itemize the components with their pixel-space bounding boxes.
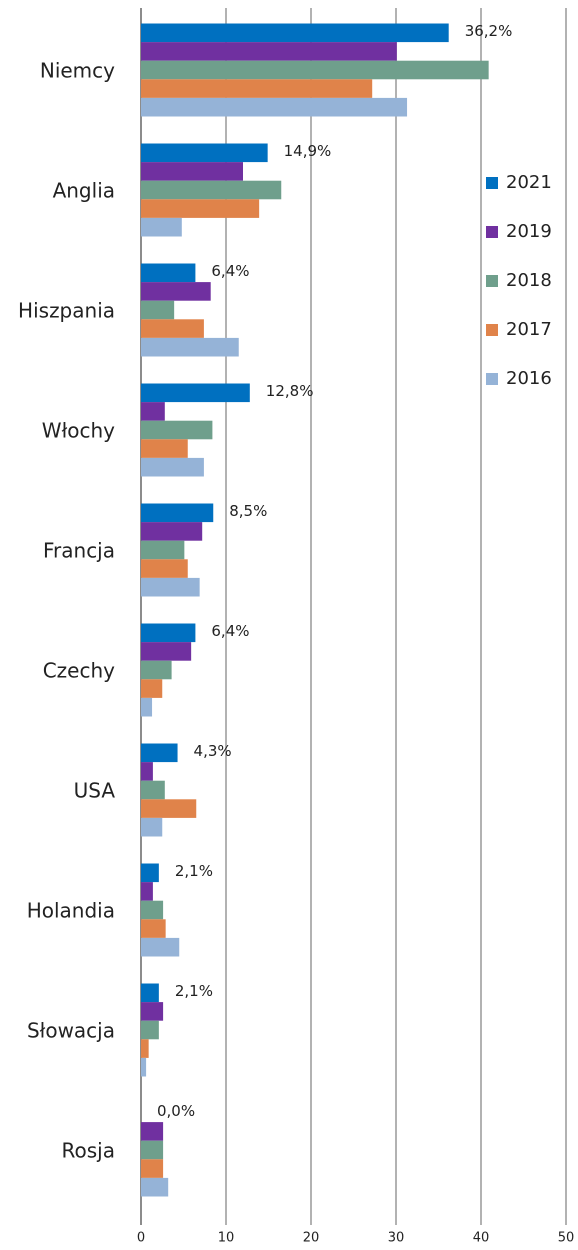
x-tick-label: 0: [137, 1231, 145, 1246]
category-label: Hiszpania: [18, 299, 115, 323]
category-label: Niemcy: [40, 59, 115, 83]
bar: [141, 60, 489, 80]
bar: [141, 679, 163, 698]
bar: [141, 143, 268, 163]
legend-label: 2019: [506, 221, 552, 242]
value-label: 2,1%: [175, 982, 213, 1000]
bar: [141, 337, 239, 357]
bar: [141, 540, 185, 560]
x-tick-label: 50: [558, 1231, 575, 1246]
bar: [141, 1020, 159, 1040]
category-label: Rosja: [62, 1139, 115, 1163]
bar: [141, 983, 159, 1003]
bar: [141, 439, 188, 458]
bar: [141, 503, 214, 523]
bar: [141, 199, 260, 218]
bar: [141, 817, 163, 837]
category-label: Anglia: [53, 179, 115, 203]
bar: [141, 23, 449, 43]
bar: [141, 623, 196, 643]
bar: [141, 1002, 164, 1021]
value-label: 8,5%: [229, 502, 267, 520]
value-label: 14,9%: [284, 142, 332, 160]
x-tick-label: 10: [218, 1231, 235, 1246]
bar: [141, 1122, 164, 1141]
legend-label: 2021: [506, 172, 552, 193]
category-label: USA: [74, 779, 116, 803]
x-tick-label: 20: [303, 1231, 320, 1246]
value-label: 4,3%: [194, 742, 232, 760]
bar: [141, 97, 408, 117]
bar: [141, 1159, 164, 1178]
bar: [141, 457, 204, 477]
bar: [141, 743, 178, 763]
legend-label: 2018: [506, 270, 552, 291]
bar: [141, 1039, 149, 1058]
category-label: Włochy: [42, 419, 115, 443]
x-tick-label: 30: [388, 1231, 405, 1246]
category-label: Słowacja: [27, 1019, 115, 1043]
bar: [141, 1140, 164, 1160]
legend-swatch: [486, 275, 498, 287]
value-label: 12,8%: [266, 382, 314, 400]
category-label: Holandia: [27, 899, 115, 923]
legend-swatch: [486, 177, 498, 189]
bar: [141, 762, 153, 781]
bar: [141, 263, 196, 283]
bar: [141, 660, 172, 680]
bar: [141, 1057, 147, 1077]
value-label: 6,4%: [211, 262, 249, 280]
bar: [141, 780, 165, 800]
value-label: 6,4%: [211, 622, 249, 640]
bar: [141, 282, 211, 301]
category-label: Francja: [43, 539, 115, 563]
bar: [141, 919, 166, 938]
bar: [141, 799, 197, 818]
bar: [141, 300, 175, 320]
bar: [141, 882, 153, 901]
legend-swatch: [486, 324, 498, 336]
bar: [141, 863, 159, 883]
value-label: 0,0%: [157, 1102, 195, 1120]
bar: [141, 522, 203, 541]
bar: [141, 1177, 169, 1197]
category-label: Czechy: [43, 659, 115, 683]
bar: [141, 642, 192, 661]
bar: [141, 79, 373, 98]
value-label: 2,1%: [175, 862, 213, 880]
bar: [141, 697, 153, 717]
bar: [141, 42, 397, 61]
bar: [141, 900, 164, 920]
x-tick-label: 40: [473, 1231, 490, 1246]
bar: [141, 319, 204, 338]
bar: [141, 162, 243, 181]
value-label: 36,2%: [465, 22, 513, 40]
legend-swatch: [486, 373, 498, 385]
legend-label: 2017: [506, 319, 552, 340]
bar: [141, 559, 188, 578]
legend-label: 2016: [506, 368, 552, 389]
bar: [141, 180, 282, 200]
bar: [141, 217, 182, 237]
bar: [141, 937, 180, 957]
bar: [141, 420, 213, 440]
legend-swatch: [486, 226, 498, 238]
bar: [141, 402, 165, 421]
bar: [141, 383, 250, 403]
bar: [141, 577, 200, 597]
